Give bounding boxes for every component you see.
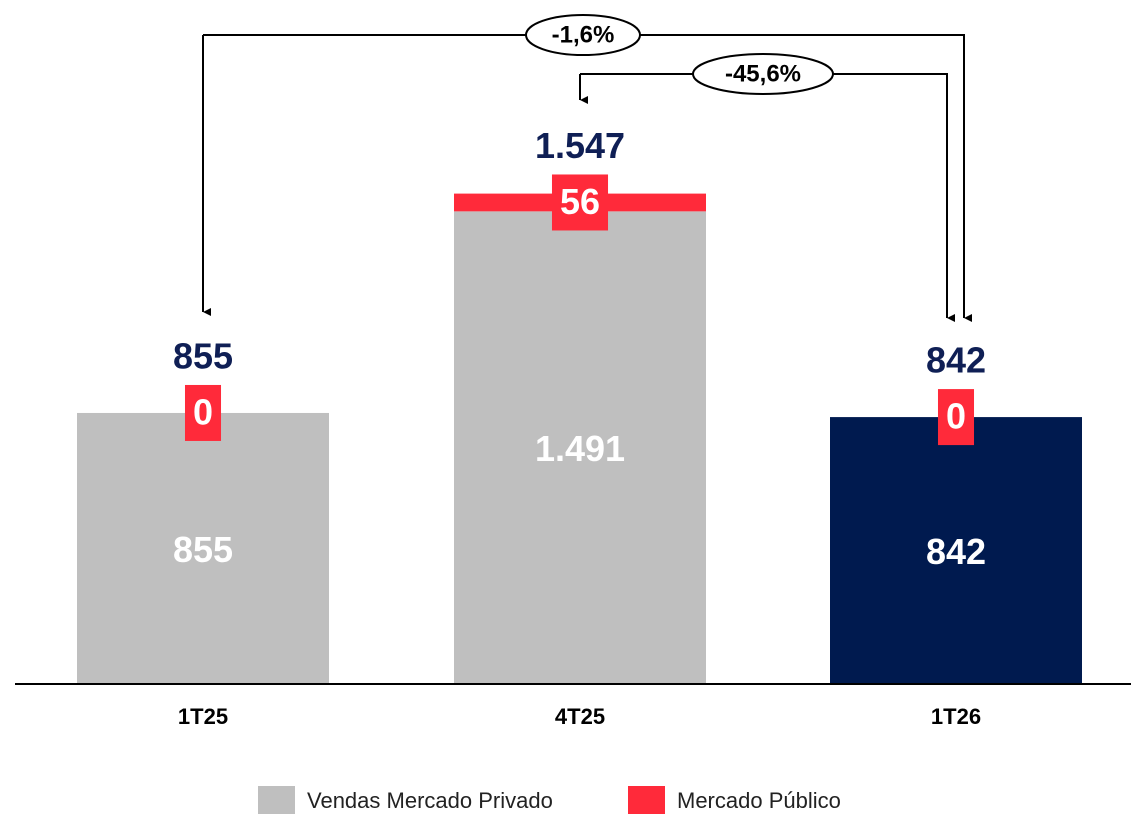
bar-segment (454, 211, 706, 684)
value-label: 0 (946, 396, 966, 437)
total-label: 842 (926, 340, 986, 381)
annotation-bubble (525, 14, 641, 56)
value-label-box (184, 384, 222, 441)
value-label: 1.491 (535, 428, 625, 469)
legend-swatch (628, 786, 665, 816)
bars (77, 193, 1082, 684)
value-label-box (551, 174, 609, 231)
value-label: 855 (173, 529, 233, 570)
legend-swatch (258, 786, 295, 816)
connector (203, 34, 972, 322)
legend-label: Mercado Público (677, 788, 841, 813)
value-label-box (937, 389, 975, 446)
value-label: 842 (926, 531, 986, 572)
total-label: 1.547 (535, 125, 625, 166)
value-label: 56 (560, 181, 600, 222)
legend: Vendas Mercado Privado Mercado Público (258, 786, 841, 816)
total-label: 855 (173, 335, 233, 376)
legend-label: Vendas Mercado Privado (307, 788, 553, 813)
x-tick-label: 1T26 (931, 704, 981, 729)
annotation-bubble (692, 53, 834, 95)
annotation: -1,6% (552, 21, 615, 48)
annotation: -45,6% (725, 60, 801, 87)
value-label: 0 (193, 391, 213, 432)
bar-segment (77, 412, 329, 684)
x-tick-label: 1T25 (178, 704, 228, 729)
x-tick-label: 4T25 (555, 704, 605, 729)
bar-segment (830, 417, 1082, 684)
